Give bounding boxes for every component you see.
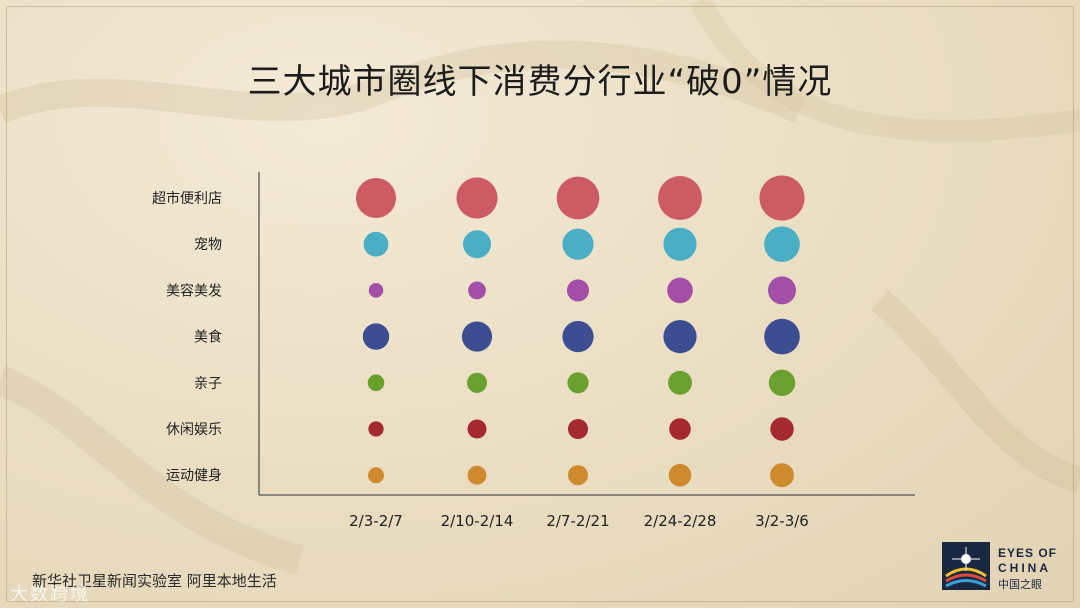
bubble-休闲娱乐-2 xyxy=(567,418,589,440)
x-tick-label: 2/7-2/21 xyxy=(546,512,609,530)
bubble-亲子-3 xyxy=(668,370,692,395)
bubble-休闲娱乐-4 xyxy=(770,417,794,441)
bubble-宠物-1 xyxy=(463,230,491,259)
bubble-超市便利店-4 xyxy=(759,175,805,221)
bubble-超市便利店-2 xyxy=(556,176,600,220)
bubble-美食-0 xyxy=(362,323,390,350)
bubble-美容美发-2 xyxy=(566,279,590,302)
bubble-宠物-3 xyxy=(663,227,697,261)
bubble-运动健身-2 xyxy=(567,465,589,486)
bubble-休闲娱乐-3 xyxy=(669,418,691,440)
bubble-美食-2 xyxy=(562,321,594,353)
bubble-超市便利店-1 xyxy=(456,177,498,219)
y-category-label: 美食 xyxy=(194,329,222,346)
bubble-运动健身-3 xyxy=(668,463,692,487)
bubble-宠物-2 xyxy=(562,228,594,260)
chart-title: 三大城市圈线下消费分行业“破0”情况 xyxy=(247,62,833,102)
bubble-亲子-0 xyxy=(367,374,385,392)
x-tick-label: 2/24-2/28 xyxy=(644,512,717,530)
bubble-运动健身-1 xyxy=(467,465,487,485)
watermark: 大数跨境 xyxy=(10,584,90,605)
bubble-美容美发-4 xyxy=(768,276,796,305)
bubble-美容美发-0 xyxy=(368,283,384,298)
logo-text-line3: 中国之眼 xyxy=(998,578,1042,591)
x-tick-label: 2/3-2/7 xyxy=(349,512,403,530)
bubble-休闲娱乐-0 xyxy=(368,421,384,437)
x-tick-label: 3/2-3/6 xyxy=(755,512,809,530)
bubble-休闲娱乐-1 xyxy=(467,419,487,439)
bubble-美食-4 xyxy=(764,318,800,355)
bubble-亲子-2 xyxy=(567,372,589,394)
bubble-运动健身-0 xyxy=(368,467,384,484)
y-category-label: 宠物 xyxy=(194,237,222,253)
bubble-亲子-4 xyxy=(768,369,796,397)
bubble-宠物-0 xyxy=(363,231,389,257)
y-category-label: 运动健身 xyxy=(166,468,222,484)
bubble-超市便利店-0 xyxy=(355,177,397,219)
source-credit: 新华社卫星新闻实验室 阿里本地生活 xyxy=(32,572,277,590)
y-category-label: 休闲娱乐 xyxy=(166,422,222,438)
y-category-label: 美容美发 xyxy=(166,282,222,299)
bubble-美容美发-3 xyxy=(667,277,693,304)
x-tick-label: 2/10-2/14 xyxy=(441,512,514,530)
bubble-超市便利店-3 xyxy=(658,176,702,220)
logo-text-line1: EYES OF xyxy=(998,546,1058,560)
logo-text-line2: CHINA xyxy=(998,561,1051,575)
y-category-label: 亲子 xyxy=(194,376,222,392)
bubble-宠物-4 xyxy=(764,226,800,263)
bubble-美食-1 xyxy=(461,321,493,352)
bubble-亲子-1 xyxy=(466,372,488,393)
eyes-of-china-logo: EYES OF CHINA 中国之眼 xyxy=(942,542,1062,591)
bubble-运动健身-4 xyxy=(770,463,794,488)
bubble-美食-3 xyxy=(663,320,697,354)
eye-logo-icon xyxy=(942,542,990,590)
y-category-label: 超市便利店 xyxy=(152,190,222,207)
bubble-美容美发-1 xyxy=(468,281,486,300)
